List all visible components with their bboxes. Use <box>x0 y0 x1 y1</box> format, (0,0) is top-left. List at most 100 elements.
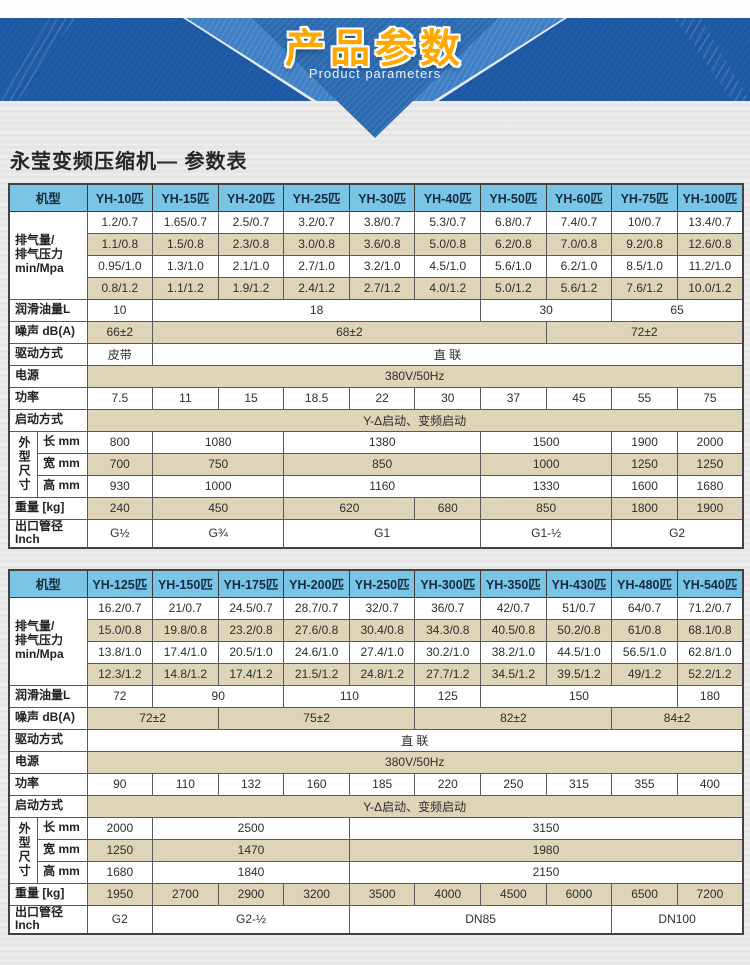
value-cell: 680 <box>414 496 482 520</box>
value-cell: 1980 <box>348 838 744 862</box>
value-cell: 185 <box>348 772 416 796</box>
value-cell: DN85 <box>348 904 613 935</box>
value-cell: 1080 <box>152 430 285 454</box>
table-row: 噪声 dB(A) 66±2 68±2 72±2 <box>8 320 744 344</box>
value-cell: 55 <box>611 386 678 410</box>
value-cell: 1.9/1.2 <box>217 276 285 300</box>
value-cell: 2500 <box>152 816 350 840</box>
value-cell: 32/0.7 <box>348 596 416 620</box>
value-cell: 620 <box>283 496 416 520</box>
value-cell: 1840 <box>152 860 350 884</box>
model-header-cell: YH-30匹 <box>348 183 416 212</box>
table-row: 电源 380V/50Hz <box>8 750 744 774</box>
value-cell: G½ <box>86 518 154 549</box>
row-label: 电源 <box>8 750 88 774</box>
row-label: 重量 [kg] <box>8 882 88 906</box>
value-cell: 6000 <box>545 882 613 906</box>
value-cell: 1680 <box>676 474 744 498</box>
table-row: 出口管径 Inch G½ G¾ G1 G1-½ G2 <box>8 518 744 549</box>
table-row: 功率 90 110 132 160 185 220 250 315 355 400 <box>8 772 744 796</box>
value-cell: 132 <box>217 772 285 796</box>
value-cell: 44.5/1.0 <box>545 640 613 664</box>
table-row: 功率 7.5 11 15 18.5 22 30 37 45 55 75 <box>8 386 744 410</box>
value-cell: 11 <box>152 386 219 410</box>
value-cell: 1900 <box>676 496 744 520</box>
value-cell: Y-Δ启动、变频启动 <box>86 794 744 818</box>
model-column-header: 机型 <box>8 183 88 212</box>
value-cell: 24.8/1.2 <box>348 662 416 686</box>
value-cell: 850 <box>283 452 482 476</box>
value-cell: 13.8/1.0 <box>86 640 154 664</box>
value-cell: 700 <box>86 452 154 476</box>
value-cell: 21/0.7 <box>152 596 219 620</box>
row-label: 宽 mm <box>36 838 88 862</box>
value-cell: 4.5/1.0 <box>414 254 482 278</box>
model-header-cell: YH-75匹 <box>611 183 678 212</box>
model-header-row: 机型 YH-125匹 YH-150匹 YH-175匹 YH-200匹 YH-250匹 YH-… <box>8 569 744 598</box>
value-cell: 800 <box>86 430 154 454</box>
value-cell: 3.0/0.8 <box>283 232 350 256</box>
value-cell: 82±2 <box>414 706 613 730</box>
value-cell: 8.5/1.0 <box>611 254 678 278</box>
banner-subtitle: Product parameters <box>308 66 442 81</box>
value-cell: 5.0/0.8 <box>414 232 482 256</box>
value-cell: 110 <box>152 772 219 796</box>
table-row: 排气量/ 排气压力 min/Mpa 16.2/0.7 21/0.7 24.5/0.7 2… <box>8 596 744 686</box>
value-cell: 66±2 <box>86 320 154 344</box>
value-cell: 18.5 <box>283 386 350 410</box>
top-white-strip <box>0 0 750 18</box>
value-cell: 37 <box>480 386 547 410</box>
value-cell: 71.2/0.7 <box>676 596 744 620</box>
value-cell: 23.2/0.8 <box>217 618 285 642</box>
value-cell: 30.4/0.8 <box>348 618 416 642</box>
row-label: 润滑油量L <box>8 298 88 322</box>
value-cell: 1950 <box>86 882 154 906</box>
value-cell: 2150 <box>348 860 744 884</box>
model-header-cell: YH-200匹 <box>283 569 350 598</box>
model-header-cell: YH-250匹 <box>348 569 416 598</box>
row-label: 高 mm <box>36 860 88 884</box>
value-cell: 150 <box>480 684 678 708</box>
value-cell: 直 联 <box>152 342 744 366</box>
row-label: 排气量/ 排气压力 min/Mpa <box>8 596 88 686</box>
model-header-cell: YH-540匹 <box>676 569 744 598</box>
table-row: 排气量/ 排气压力 min/Mpa 1.2/0.7 1.65/0.7 2.5/0.7 3… <box>8 210 744 300</box>
table-row: 出口管径 Inch G2 G2-½ DN85 DN100 <box>8 904 744 935</box>
value-cell: 7.5 <box>86 386 154 410</box>
value-cell: 930 <box>86 474 154 498</box>
value-cell: 24.6/1.0 <box>283 640 350 664</box>
value-cell: 1.2/0.7 <box>86 210 154 234</box>
value-cell: 7.6/1.2 <box>611 276 678 300</box>
value-cell: 3.6/0.8 <box>348 232 416 256</box>
value-cell: 180 <box>676 684 744 708</box>
model-header-cell: YH-20匹 <box>217 183 285 212</box>
value-cell: 240 <box>86 496 154 520</box>
value-cell: 3.2/1.0 <box>348 254 416 278</box>
value-cell: 380V/50Hz <box>86 364 744 388</box>
row-label: 功率 <box>8 386 88 410</box>
table-row: 宽 mm 1250 1470 1980 <box>9 838 744 862</box>
value-cell: Y-Δ启动、变频启动 <box>86 408 744 432</box>
value-cell: 65 <box>611 298 744 322</box>
value-cell: 1250 <box>676 452 744 476</box>
value-cell: 50.2/0.8 <box>545 618 613 642</box>
banner-title: 产品参数 <box>285 27 465 71</box>
value-cell: 315 <box>545 772 613 796</box>
table-row: 外型尺寸长 mm 2000 2500 3150 <box>8 816 744 884</box>
model-header-cell: YH-40匹 <box>414 183 482 212</box>
value-cell: 2000 <box>86 816 154 840</box>
value-cell: 42/0.7 <box>480 596 547 620</box>
value-cell: 0.95/1.0 <box>86 254 154 278</box>
value-cell: 84±2 <box>611 706 744 730</box>
table-row: 电源 380V/50Hz <box>8 364 744 388</box>
value-cell: G1 <box>283 518 482 549</box>
value-cell: 1.1/1.2 <box>152 276 219 300</box>
value-cell: 9.2/0.8 <box>611 232 678 256</box>
value-cell: 52.2/1.2 <box>676 662 744 686</box>
value-cell: 220 <box>414 772 482 796</box>
value-cell: 2.4/1.2 <box>283 276 350 300</box>
value-cell: 380V/50Hz <box>86 750 744 774</box>
value-cell: 1800 <box>611 496 678 520</box>
value-cell: 1250 <box>611 452 678 476</box>
value-cell: 30 <box>414 386 482 410</box>
